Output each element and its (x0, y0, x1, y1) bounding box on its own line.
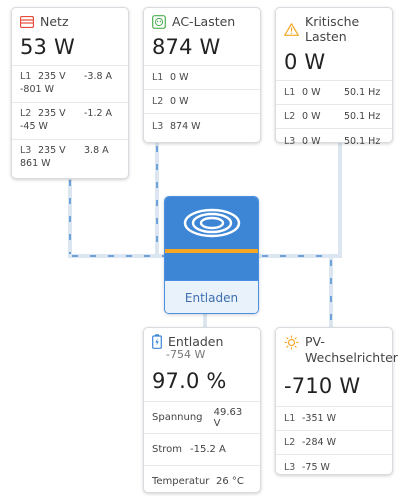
battery-soc: 97.0 % (152, 369, 227, 393)
critical-loads-row-l1: L1 0 W 50.1 Hz (276, 81, 392, 105)
battery-temperature-row: Temperatur 26 °C (152, 476, 244, 487)
battery-card[interactable]: Entladen -754 W 97.0 % Spannung 49.63 V S… (143, 327, 261, 493)
flow-dots-left (72, 255, 164, 257)
ac-loads-row-l1: L1 0 W (144, 66, 260, 90)
grid-card[interactable]: Netz 53 W L1 235 V -3.8 A -801 W L2 235 V -1… (11, 7, 129, 179)
grid-phase-list: L1 235 V -3.8 A -801 W L2 235 V -1.2 A -45 W… (12, 65, 128, 177)
battery-details: Spannung 49.63 V Strom -15.2 A Temperatur 2… (144, 401, 260, 497)
flow-dots-acloads (156, 146, 158, 254)
victron-logo-icon (183, 208, 240, 238)
grid-title: Netz (40, 14, 69, 29)
sun-icon (284, 335, 299, 350)
pv-inverter-card[interactable]: PV- Wechselrichter -710 W L1 -351 W L2 -28… (275, 327, 398, 475)
line-battery (203, 312, 207, 328)
flow-dots-pv (330, 260, 332, 328)
battery-power: -754 W (166, 348, 206, 361)
critical-loads-power: 0 W (284, 50, 326, 74)
flow-dots-grid (69, 180, 71, 254)
grid-icon (20, 15, 34, 28)
pv-title: PV- Wechselrichter (305, 334, 398, 365)
critical-loads-row-l3: L3 0 W 50.1 Hz (284, 135, 381, 147)
ac-loads-power: 874 W (152, 35, 221, 59)
critical-loads-row-l2: L2 0 W 50.1 Hz (276, 105, 392, 129)
pv-phase-list: L1 -351 W L2 -284 W L3 -75 W (276, 406, 392, 479)
battery-current-row: Strom -15.2 A (144, 434, 260, 466)
ac-loads-phase-list: L1 0 W L2 0 W L3 874 W (144, 65, 260, 138)
grid-row-l2: L2 235 V -1.2 A -45 W (12, 103, 128, 140)
flow-dots-right (262, 255, 332, 257)
ac-loads-row-l3: L3 874 W (152, 120, 201, 132)
battery-title: Entladen (168, 334, 224, 349)
inverter-card[interactable]: Entladen (164, 196, 259, 314)
battery-voltage-row: Spannung 49.63 V (144, 402, 260, 434)
pv-row-l1: L1 -351 W (276, 407, 392, 431)
line-critical (338, 142, 342, 258)
battery-icon (152, 334, 162, 349)
critical-loads-phase-list: L1 0 W 50.1 Hz L2 0 W 50.1 Hz L3 0 W 50.1 Hz (276, 80, 392, 153)
grid-power: 53 W (20, 35, 75, 59)
plug-icon (152, 14, 166, 29)
pv-row-l3: L3 -75 W (284, 461, 330, 473)
grid-row-l1: L1 235 V -3.8 A -801 W (12, 66, 128, 103)
ac-loads-row-l2: L2 0 W (144, 90, 260, 114)
inverter-state: Entladen (165, 280, 258, 313)
warning-icon (284, 22, 299, 36)
grid-row-l3: L3 235 V 3.8 A 861 W (20, 145, 109, 169)
pv-row-l2: L2 -284 W (276, 431, 392, 455)
pv-power: -710 W (284, 374, 361, 398)
critical-loads-title: Kritische Lasten (305, 14, 360, 44)
ac-loads-card[interactable]: AC-Lasten 874 W L1 0 W L2 0 W L3 874 W (143, 7, 261, 143)
ac-loads-title: AC-Lasten (172, 14, 236, 29)
